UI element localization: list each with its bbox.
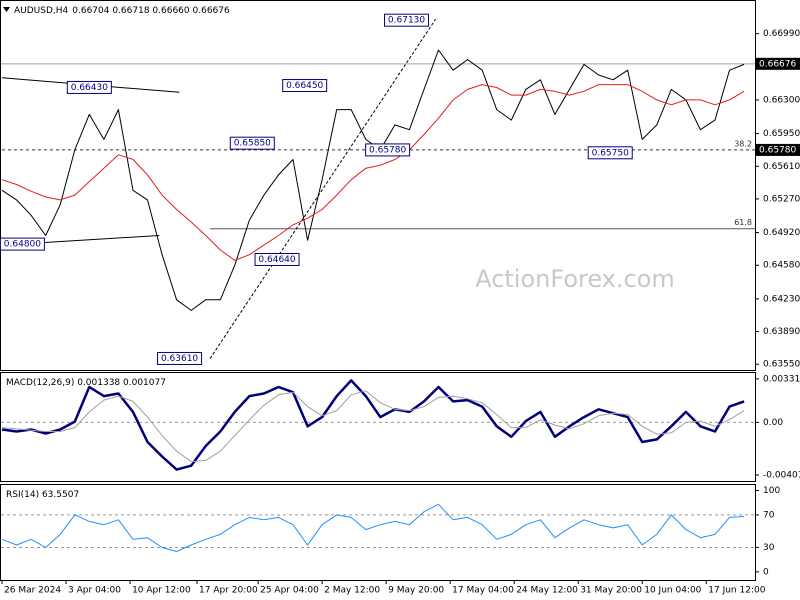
x-tick-label: 3 Apr 04:00 <box>68 586 121 596</box>
price-annotation-box <box>254 252 300 266</box>
y-tick-label: 0.66300 <box>763 95 800 105</box>
panel-title-text: AUDUSD,H4 <box>14 6 69 16</box>
price-annotation-label: 0.65780 <box>369 145 406 155</box>
x-tick-label: 2 May 12:00 <box>324 586 380 596</box>
x-tick-label: 17 Jun 12:00 <box>708 586 765 596</box>
y-tick-label: 0.003313 <box>763 374 800 384</box>
price-annotation-label: 0.66430 <box>71 83 108 93</box>
price-annotation-label: 0.67130 <box>388 16 425 26</box>
level-price-label: 0.65780 <box>759 145 796 155</box>
y-tick-label: 100 <box>763 486 780 496</box>
y-tick-label: -0.004016 <box>763 471 800 481</box>
x-tick-label: 10 Jun 04:00 <box>644 586 701 596</box>
price-annotation-label: 0.66450 <box>286 81 323 91</box>
price-annotation-label: 0.64800 <box>4 240 41 250</box>
price-annotation-box <box>157 351 203 365</box>
watermark: ActionForex.com <box>475 265 675 293</box>
price-annotation-label: 0.63610 <box>161 354 198 364</box>
y-tick-label: 0 <box>763 567 769 577</box>
title-icon <box>3 7 10 12</box>
x-tick-label: 24 May 12:00 <box>516 586 578 596</box>
price-annotation-label: 0.65750 <box>592 148 629 158</box>
panel-frame <box>0 0 756 371</box>
x-tick-label: 17 May 04:00 <box>452 586 514 596</box>
series-line <box>1 503 745 552</box>
price-annotation-box <box>229 136 275 150</box>
series-line <box>1 390 745 463</box>
price-annotation-box <box>384 13 430 27</box>
y-tick-label: 0.66990 <box>763 29 800 39</box>
panel-frame <box>0 484 756 581</box>
y-tick-label: 0.65950 <box>763 129 800 139</box>
x-tick-label: 17 Apr 20:00 <box>199 586 258 596</box>
x-tick-label: 9 May 20:00 <box>388 586 444 596</box>
y-tick-label: 0.63550 <box>763 360 800 370</box>
price-annotation-box <box>66 80 112 94</box>
y-tick-label: 70 <box>763 510 775 520</box>
y-tick-label: 30 <box>763 543 775 553</box>
price-annotation-label: 0.65850 <box>234 139 271 149</box>
x-tick-label: 25 Apr 04:00 <box>260 586 319 596</box>
fib-label: 38.2 <box>734 139 752 148</box>
price-annotation-box <box>0 237 45 251</box>
y-tick-label: 0.00 <box>763 418 783 428</box>
panel-title: AUDUSD,H4 0.66704 0.66718 0.66660 0.66676 <box>14 6 230 16</box>
y-tick-label: 0.64580 <box>763 261 800 271</box>
y-tick-label: 0.63890 <box>763 327 800 337</box>
price-annotation-box <box>282 79 328 93</box>
panel-title-text: RSI(14) 63.5507 <box>6 490 79 500</box>
panel-frame <box>0 372 756 482</box>
y-tick-label: 0.64920 <box>763 228 800 238</box>
fib-label: 61.8 <box>734 218 752 227</box>
current-price-label: 0.66676 <box>759 59 796 69</box>
panel-title: RSI(14) 63.5507 <box>6 490 79 500</box>
panel-title: MACD(12,26,9) 0.001338 0.001077 <box>6 378 166 388</box>
x-tick-label: 31 May 20:00 <box>580 586 642 596</box>
current-price-box <box>756 57 800 70</box>
level-price-box <box>756 143 800 156</box>
series-line <box>1 84 745 261</box>
price-annotation-label: 0.64640 <box>258 255 295 265</box>
price-annotation-box <box>587 146 633 160</box>
trendline <box>209 18 437 359</box>
y-tick-label: 0.65270 <box>763 194 800 204</box>
y-tick-label: 0.64230 <box>763 294 800 304</box>
panel-title-text: MACD(12,26,9) 0.001338 0.001077 <box>6 378 166 388</box>
price-annotation-box <box>365 143 411 157</box>
ohlc-values: 0.66704 0.66718 0.66660 0.66676 <box>72 6 230 16</box>
y-tick-label: 0.65610 <box>763 162 800 172</box>
x-tick-label: 10 Apr 12:00 <box>132 586 191 596</box>
series-line <box>1 379 745 471</box>
x-tick-label: 26 Mar 2024 <box>4 586 61 596</box>
